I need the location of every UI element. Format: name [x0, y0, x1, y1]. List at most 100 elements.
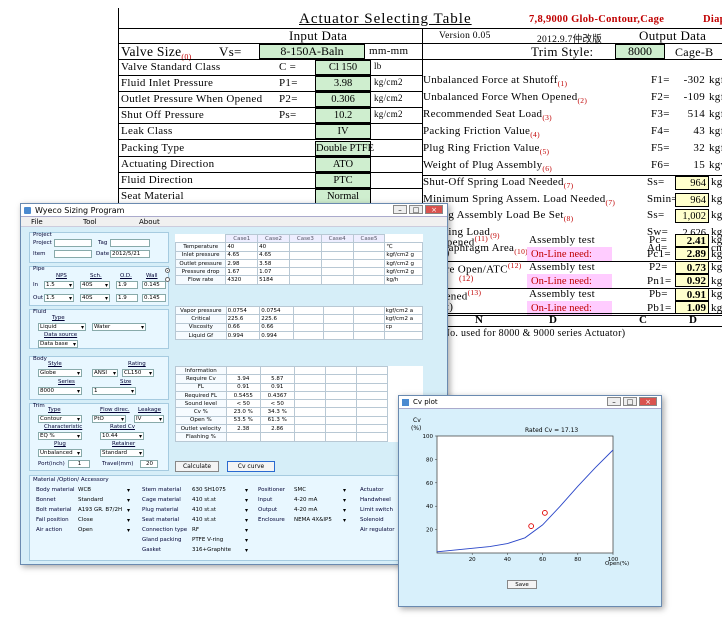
empty-case-cell[interactable]	[292, 305, 325, 316]
input-row-value[interactable]: Cl 150	[315, 60, 371, 75]
pipe-out-nps[interactable]: 1.5	[44, 294, 74, 302]
pipe-in-sch[interactable]: 40S	[80, 281, 110, 289]
menu-file[interactable]: File	[31, 218, 43, 226]
cv-curve-button[interactable]: Cv curve	[227, 461, 275, 472]
pipe-in-nps[interactable]: 1.5	[44, 281, 74, 289]
unit-select[interactable]: kgf/cm2 a	[383, 305, 424, 316]
date-input[interactable]: 2012/5/21	[110, 250, 150, 258]
empty-case-cell[interactable]	[352, 258, 386, 269]
body-style-select[interactable]: Globe	[38, 369, 82, 377]
unit-select[interactable]: kgf/cm2 a	[383, 314, 424, 324]
calculate-button[interactable]: Calculate	[175, 461, 219, 472]
empty-case-cell[interactable]	[320, 250, 354, 260]
empty-case-cell[interactable]	[288, 258, 322, 269]
material-select[interactable]: 410 st.st	[190, 506, 250, 514]
unit-select[interactable]: ℃	[384, 242, 423, 252]
case2-value[interactable]: 40	[257, 242, 290, 252]
material-select[interactable]: 410 st.st	[190, 496, 250, 504]
input-row-value[interactable]: Double PTFE	[315, 140, 375, 156]
empty-case-cell[interactable]	[292, 330, 325, 341]
port-input[interactable]: 1	[68, 460, 90, 468]
empty-case-cell[interactable]	[320, 242, 354, 252]
material-select[interactable]: A193 GR. B7/2H	[76, 506, 132, 514]
trim-flow-select[interactable]: PtO	[92, 415, 126, 423]
case2-value[interactable]: 0.994	[259, 330, 294, 341]
empty-case-cell[interactable]	[323, 330, 355, 341]
case1-value[interactable]: 4320	[225, 275, 259, 285]
trim-type-select[interactable]: Contour	[38, 415, 82, 423]
travel-input[interactable]: 20	[140, 460, 158, 468]
material-select[interactable]: RF	[190, 526, 250, 534]
unit-select[interactable]: kg/h	[384, 275, 423, 285]
project-input[interactable]	[54, 239, 92, 247]
cv-save-button[interactable]: Save	[507, 580, 537, 589]
input-row-value[interactable]: ATO	[315, 156, 371, 172]
pipe-in-od[interactable]: 1.9	[116, 281, 138, 289]
case2-value[interactable]: 3.58	[257, 258, 290, 269]
material-select[interactable]: NEMA 4X&IP5	[292, 516, 348, 524]
empty-case-cell[interactable]	[320, 267, 354, 277]
input-row-value[interactable]: PTC	[315, 172, 371, 188]
empty-case-cell[interactable]	[320, 275, 354, 285]
trim-leak-select[interactable]: IV	[134, 415, 164, 423]
material-select[interactable]: Close	[76, 516, 132, 524]
vs-value[interactable]: 8-150A-Baln	[259, 44, 365, 59]
material-select[interactable]: 410 st.st	[190, 516, 250, 524]
empty-case-cell[interactable]	[323, 305, 355, 316]
case2-value[interactable]: 1.07	[257, 267, 290, 277]
case1-value[interactable]: 225.6	[225, 314, 261, 324]
material-select[interactable]: Open	[76, 526, 132, 534]
trim-style-value[interactable]: 8000	[615, 44, 665, 59]
unit-select[interactable]: kgf/cm2 g	[384, 250, 423, 260]
case1-value[interactable]: 0.994	[225, 330, 261, 341]
case1-value[interactable]: 4.65	[225, 250, 259, 260]
case1-value[interactable]: 40	[225, 242, 259, 252]
close-icon[interactable]: ×	[425, 205, 443, 214]
material-select[interactable]: 4-20 mA	[292, 506, 348, 514]
radio-outlet-pressure[interactable]	[165, 268, 170, 273]
empty-case-cell[interactable]	[352, 267, 386, 277]
fluid-type-select[interactable]: Liquid	[38, 323, 86, 331]
case2-value[interactable]: 4.65	[257, 250, 290, 260]
empty-case-cell[interactable]	[288, 250, 322, 260]
body-series-select[interactable]: 8000	[38, 387, 82, 395]
empty-case-cell[interactable]	[288, 242, 322, 252]
unit-select[interactable]: cp	[383, 322, 424, 332]
empty-case-cell[interactable]	[320, 258, 354, 269]
empty-case-cell[interactable]	[352, 242, 386, 252]
material-select[interactable]: SMC	[292, 486, 348, 494]
material-select[interactable]: 316+Graphite	[190, 546, 250, 554]
case2-value[interactable]: 5184	[257, 275, 290, 285]
unit-select[interactable]: kgf/cm2 g	[384, 258, 423, 269]
radio-pressure-drop[interactable]	[165, 277, 170, 282]
trim-retainer-select[interactable]: Standard	[100, 449, 144, 457]
material-select[interactable]: WCB	[76, 486, 132, 494]
cv-close-icon[interactable]: ×	[639, 397, 657, 406]
empty-case-cell[interactable]	[288, 267, 322, 277]
empty-case-cell[interactable]	[353, 330, 385, 341]
empty-case-cell[interactable]	[323, 314, 355, 324]
pipe-out-wall[interactable]: 0.145	[142, 294, 166, 302]
empty-case-cell[interactable]	[292, 322, 325, 332]
case1-value[interactable]: 1.67	[225, 267, 259, 277]
maximize-icon[interactable]: □	[409, 205, 423, 214]
pipe-out-sch[interactable]: 40S	[80, 294, 110, 302]
empty-case-cell[interactable]	[292, 314, 325, 324]
item-input[interactable]	[54, 250, 92, 258]
cv-minimize-icon[interactable]: –	[607, 397, 621, 406]
empty-case-cell[interactable]	[323, 322, 355, 332]
input-row-value[interactable]: 3.98	[315, 76, 371, 92]
data-source-select[interactable]: Data base	[38, 340, 78, 348]
menu-tool[interactable]: Tool	[83, 218, 97, 226]
case2-value[interactable]: 0.66	[259, 322, 294, 332]
body-std-select[interactable]: ANSI	[92, 369, 118, 377]
pipe-in-wall[interactable]: 0.145	[142, 281, 166, 289]
case2-value[interactable]: 225.6	[259, 314, 294, 324]
case2-value[interactable]: 0.0754	[259, 305, 294, 316]
material-select[interactable]: 630 SH1075	[190, 486, 250, 494]
case1-value[interactable]: 0.0754	[225, 305, 261, 316]
body-size-select[interactable]: 1	[92, 387, 136, 395]
empty-case-cell[interactable]	[288, 275, 322, 285]
material-select[interactable]: Standard	[76, 496, 132, 504]
material-select[interactable]: 4-20 mA	[292, 496, 348, 504]
